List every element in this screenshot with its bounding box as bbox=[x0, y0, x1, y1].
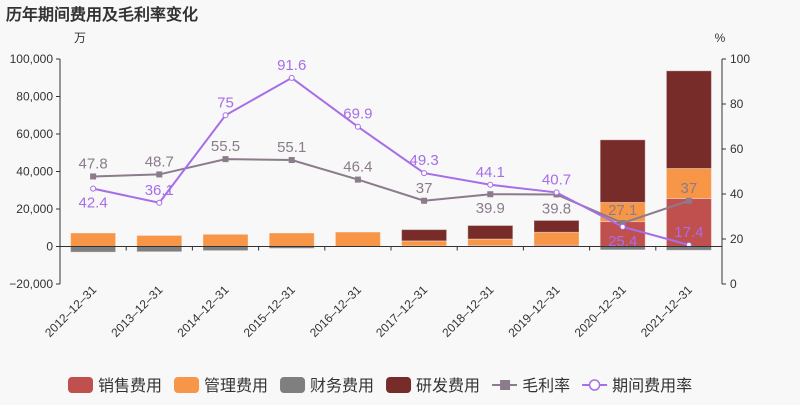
left-axis-tick-label: 40,000 bbox=[16, 165, 53, 179]
legend-swatch[interactable] bbox=[174, 377, 199, 393]
bar-管理费用[interactable] bbox=[335, 232, 380, 246]
legend-swatch[interactable] bbox=[386, 377, 411, 393]
point-毛利率[interactable] bbox=[90, 173, 96, 179]
x-axis-tick-label: 2020–12–31 bbox=[572, 282, 629, 339]
point-期间费用率[interactable] bbox=[223, 113, 228, 118]
point-毛利率[interactable] bbox=[223, 156, 229, 162]
point-毛利率[interactable] bbox=[156, 171, 162, 177]
legend-label[interactable]: 财务费用 bbox=[310, 377, 374, 395]
left-axis-tick-label: 80,000 bbox=[16, 90, 53, 104]
data-label: 55.5 bbox=[211, 138, 240, 155]
legend-label[interactable]: 销售费用 bbox=[98, 377, 162, 395]
right-axis-tick-label: 0 bbox=[730, 277, 737, 291]
bar-研发费用[interactable] bbox=[468, 226, 513, 240]
line-毛利率 bbox=[93, 159, 689, 223]
bar-管理费用[interactable] bbox=[269, 233, 314, 247]
data-label: 17.4 bbox=[674, 224, 703, 241]
bar-管理费用[interactable] bbox=[402, 241, 447, 246]
data-label: 48.7 bbox=[145, 153, 174, 170]
chart-title: 历年期间费用及毛利率变化 bbox=[6, 5, 198, 24]
bar-管理费用[interactable] bbox=[534, 232, 579, 245]
bar-管理费用[interactable] bbox=[71, 233, 116, 247]
legend-label[interactable]: 管理费用 bbox=[204, 377, 268, 395]
data-label: 36.1 bbox=[145, 182, 174, 199]
data-label: 37 bbox=[681, 180, 698, 197]
right-axis-tick-label: 100 bbox=[730, 52, 750, 66]
data-label: 47.8 bbox=[78, 155, 107, 172]
legend-label[interactable]: 期间费用率 bbox=[612, 377, 692, 395]
left-axis-tick-label: 100,000 bbox=[10, 52, 54, 66]
x-axis-tick-label: 2012–12–31 bbox=[42, 282, 99, 339]
legend-label[interactable]: 毛利率 bbox=[522, 377, 570, 395]
x-axis-tick-label: 2013–12–31 bbox=[108, 282, 165, 339]
bar-研发费用[interactable] bbox=[666, 71, 711, 169]
left-axis-tick-label: 0 bbox=[46, 240, 53, 254]
right-axis-tick-label: 20 bbox=[730, 232, 744, 246]
data-label: 39.9 bbox=[476, 200, 505, 217]
legend-swatch[interactable] bbox=[68, 377, 93, 393]
point-毛利率[interactable] bbox=[487, 191, 493, 197]
point-毛利率[interactable] bbox=[289, 157, 295, 163]
data-label: 75 bbox=[217, 94, 234, 111]
point-期间费用率[interactable] bbox=[620, 224, 625, 229]
data-label: 69.9 bbox=[343, 106, 372, 123]
data-label: 49.3 bbox=[409, 152, 438, 169]
point-期间费用率[interactable] bbox=[289, 75, 294, 80]
x-axis-tick-label: 2016–12–31 bbox=[307, 282, 364, 339]
x-axis-tick-label: 2021–12–31 bbox=[638, 282, 695, 339]
point-期间费用率[interactable] bbox=[355, 124, 360, 129]
data-label: 37 bbox=[416, 180, 433, 197]
legend-marker bbox=[590, 380, 600, 390]
left-axis-unit: 万 bbox=[74, 31, 86, 45]
left-axis-tick-label: 60,000 bbox=[16, 127, 53, 141]
x-axis-tick-label: 2014–12–31 bbox=[175, 282, 232, 339]
data-label: 27.1 bbox=[608, 202, 637, 219]
data-label: 25.4 bbox=[608, 233, 637, 250]
bar-财务费用[interactable] bbox=[203, 247, 248, 251]
data-label: 40.7 bbox=[542, 171, 571, 188]
bar-研发费用[interactable] bbox=[402, 230, 447, 241]
bar-财务费用[interactable] bbox=[137, 247, 182, 252]
data-label: 46.4 bbox=[343, 159, 372, 176]
x-axis-tick-label: 2017–12–31 bbox=[373, 282, 430, 339]
right-axis-unit: % bbox=[715, 31, 726, 45]
point-期间费用率[interactable] bbox=[488, 182, 493, 187]
point-期间费用率[interactable] bbox=[91, 186, 96, 191]
point-期间费用率[interactable] bbox=[157, 200, 162, 205]
point-毛利率[interactable] bbox=[686, 198, 692, 204]
point-毛利率[interactable] bbox=[421, 198, 427, 204]
point-期间费用率[interactable] bbox=[422, 171, 427, 176]
data-label: 44.1 bbox=[476, 164, 505, 181]
legend-marker bbox=[500, 380, 510, 390]
right-axis-tick-label: 80 bbox=[730, 97, 744, 111]
data-label: 91.6 bbox=[277, 57, 306, 74]
bar-财务费用[interactable] bbox=[71, 247, 116, 253]
data-label: 39.8 bbox=[542, 200, 571, 217]
bar-研发费用[interactable] bbox=[534, 220, 579, 232]
bar-研发费用[interactable] bbox=[600, 140, 645, 203]
point-毛利率[interactable] bbox=[355, 177, 361, 183]
data-label: 55.1 bbox=[277, 139, 306, 156]
right-axis-tick-label: 60 bbox=[730, 142, 744, 156]
legend-label[interactable]: 研发费用 bbox=[416, 377, 480, 395]
point-期间费用率[interactable] bbox=[554, 190, 559, 195]
bar-管理费用[interactable] bbox=[203, 234, 248, 246]
bar-管理费用[interactable] bbox=[137, 235, 182, 246]
bar-管理费用[interactable] bbox=[468, 239, 513, 246]
line-期间费用率 bbox=[93, 78, 689, 245]
x-axis-tick-label: 2019–12–31 bbox=[506, 282, 563, 339]
right-axis-tick-label: 40 bbox=[730, 187, 744, 201]
x-axis-tick-label: 2015–12–31 bbox=[241, 282, 298, 339]
data-label: 42.4 bbox=[78, 195, 107, 212]
left-axis-tick-label: −20,000 bbox=[9, 277, 53, 291]
legend-swatch[interactable] bbox=[280, 377, 305, 393]
left-axis-tick-label: 20,000 bbox=[16, 202, 53, 216]
x-axis-tick-label: 2018–12–31 bbox=[439, 282, 496, 339]
